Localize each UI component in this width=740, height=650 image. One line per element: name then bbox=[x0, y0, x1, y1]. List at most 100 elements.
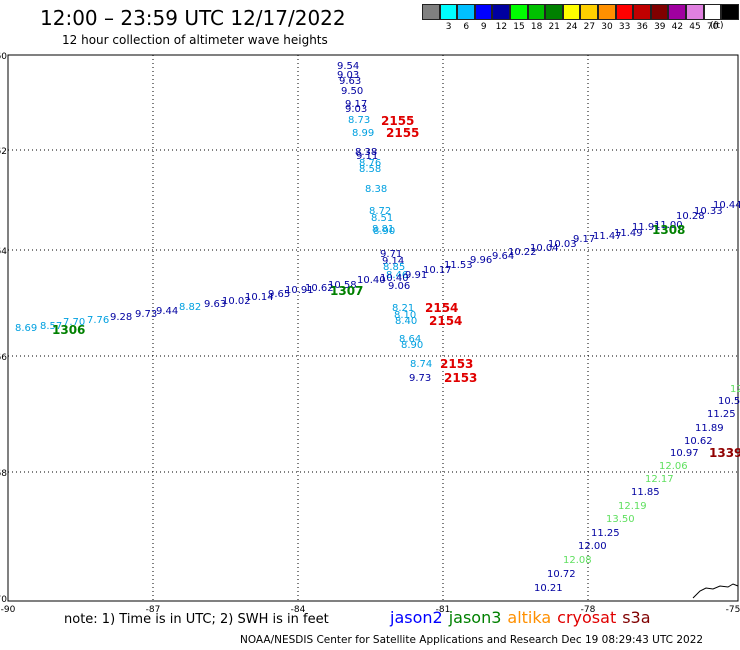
color-scale-unit: (ft) bbox=[710, 21, 724, 31]
color-scale-tick: 21 bbox=[548, 22, 560, 32]
wave-height-label: 11.53 bbox=[444, 260, 473, 271]
latitude-label: -70 bbox=[0, 595, 7, 605]
longitude-label: -84 bbox=[291, 605, 306, 615]
latitude-label: -66 bbox=[0, 353, 7, 363]
color-scale-tick: 30 bbox=[601, 22, 613, 32]
legend-item: jason2 bbox=[390, 608, 443, 627]
coastline bbox=[692, 583, 739, 599]
pass-time-label: 2155 bbox=[381, 114, 414, 128]
wave-height-label: 10.02 bbox=[222, 296, 251, 307]
wave-height-label: 12.06 bbox=[659, 461, 688, 472]
wave-height-label: 9.17 bbox=[345, 99, 367, 110]
footer-credit: NOAA/NESDIS Center for Satellite Applica… bbox=[240, 634, 704, 646]
wave-height-label: 12.00 bbox=[578, 541, 607, 552]
wave-height-label: 8.99 bbox=[352, 128, 374, 139]
color-scale-tick: 15 bbox=[513, 22, 525, 32]
longitude-label: -75 bbox=[726, 605, 740, 615]
color-swatch bbox=[509, 4, 528, 20]
wave-height-label: 11.49 bbox=[614, 228, 643, 239]
color-scale-tick: 42 bbox=[671, 22, 684, 32]
color-scale-tick: 6 bbox=[463, 22, 470, 32]
color-scale-tick: 12 bbox=[495, 22, 508, 32]
color-scale-tick: 27 bbox=[583, 22, 596, 32]
track-points: 9.549.039.639.509.179.038.738.998.389.11… bbox=[15, 61, 740, 594]
color-swatch bbox=[439, 4, 458, 20]
page-subtitle: 12 hour collection of altimeter wave hei… bbox=[62, 33, 328, 47]
wave-height-label: 10.21 bbox=[534, 583, 563, 594]
wave-height-label: 10.91 bbox=[285, 285, 314, 296]
pass-time-label: 2153 bbox=[444, 371, 477, 385]
color-scale-tick: 18 bbox=[530, 22, 543, 32]
color-swatch bbox=[527, 4, 546, 20]
color-swatch bbox=[562, 4, 581, 20]
wave-height-label: 10.33 bbox=[694, 206, 723, 217]
axis-labels: -60 -62 -64 -66 -68 -70-90 -87 -84 -81 -78 -75 bbox=[0, 52, 740, 615]
wave-height-label: 10.40 bbox=[357, 275, 386, 286]
wave-height-label: 9.71 bbox=[380, 249, 402, 260]
wave-height-label: 8.51 bbox=[371, 213, 393, 224]
wave-height-label: 13.50 bbox=[606, 514, 635, 525]
wave-height-label: 8.21 bbox=[392, 303, 414, 314]
wave-height-label: 9.14 bbox=[382, 256, 404, 267]
color-swatch bbox=[615, 4, 634, 20]
longitude-label: -81 bbox=[436, 605, 451, 615]
color-swatch bbox=[597, 4, 616, 20]
color-scale-tick: 36 bbox=[636, 22, 648, 32]
wave-height-label: 12 bbox=[730, 384, 740, 395]
wave-height-label: 10.72 bbox=[547, 569, 576, 580]
wave-height-label: 9.06 bbox=[388, 281, 410, 292]
color-scale-tick: 9 bbox=[480, 22, 487, 32]
wave-height-label: 10.44 bbox=[713, 200, 740, 211]
longitude-label: -87 bbox=[146, 605, 161, 615]
color-scale-tick: 39 bbox=[654, 22, 666, 32]
wave-height-label: 8.81 bbox=[372, 224, 394, 235]
color-scale-tick: 33 bbox=[618, 22, 631, 32]
pass-time-label: 1339 bbox=[709, 446, 740, 460]
wave-height-label: 10.40 bbox=[380, 273, 409, 284]
legend-item: cryosat bbox=[557, 608, 617, 627]
wave-height-label: 8.38 bbox=[355, 147, 377, 158]
wave-height-label: 10.14 bbox=[245, 292, 274, 303]
wave-height-label: 11.00 bbox=[654, 220, 683, 231]
wave-height-label: 10.58 bbox=[328, 280, 357, 291]
color-swatch bbox=[492, 4, 510, 20]
color-scale-tick: 70 bbox=[706, 22, 719, 32]
wave-height-label: 7.76 bbox=[87, 315, 109, 326]
graticule bbox=[8, 55, 738, 601]
wave-height-label: 8.69 bbox=[15, 323, 37, 334]
wave-height-label: 8.38 bbox=[365, 184, 387, 195]
wave-height-label: 9.54 bbox=[337, 61, 359, 72]
latitude-label: -68 bbox=[0, 469, 7, 479]
wave-height-label: 9.17 bbox=[573, 234, 595, 245]
wave-height-label: 11.91 bbox=[632, 222, 661, 233]
wave-height-label: 12.17 bbox=[645, 474, 674, 485]
note-text: note: 1) Time is in UTC; 2) SWH is in fe… bbox=[64, 612, 329, 627]
wave-height-label: 11.89 bbox=[695, 423, 724, 434]
wave-height-label: 11.85 bbox=[631, 487, 660, 498]
wave-height-label: 8.64 bbox=[399, 334, 421, 345]
color-swatch bbox=[668, 4, 686, 20]
pass-time-label: 2155 bbox=[386, 126, 419, 140]
wave-height-label: 8.72 bbox=[369, 206, 391, 217]
wave-height-label: 9.50 bbox=[341, 86, 363, 97]
wave-height-label: 10.17 bbox=[423, 265, 452, 276]
color-swatch bbox=[633, 4, 651, 20]
color-swatch bbox=[580, 4, 598, 20]
wave-height-label: 8.74 bbox=[410, 359, 432, 370]
wave-height-label: 8.85 bbox=[383, 262, 405, 273]
color-swatch bbox=[545, 4, 563, 20]
wave-height-label: 9.63 bbox=[204, 299, 226, 310]
wave-height-label: 10.62 bbox=[684, 436, 713, 447]
latitude-label: -64 bbox=[0, 247, 7, 257]
wave-height-label: 7.70 bbox=[63, 317, 85, 328]
wave-height-label: 11.25 bbox=[707, 409, 736, 420]
wave-height-label: 8.73 bbox=[348, 115, 370, 126]
wave-height-label: 9.03 bbox=[345, 104, 367, 115]
wave-height-label: 8.82 bbox=[179, 302, 201, 313]
wave-height-label: 12.08 bbox=[563, 555, 592, 566]
color-swatch bbox=[457, 4, 475, 20]
legend-item: jason3 bbox=[448, 608, 502, 627]
wave-height-label: 10.03 bbox=[548, 239, 577, 250]
satellite-legend: jason2 jason3 altika cryosat s3a bbox=[390, 608, 657, 627]
